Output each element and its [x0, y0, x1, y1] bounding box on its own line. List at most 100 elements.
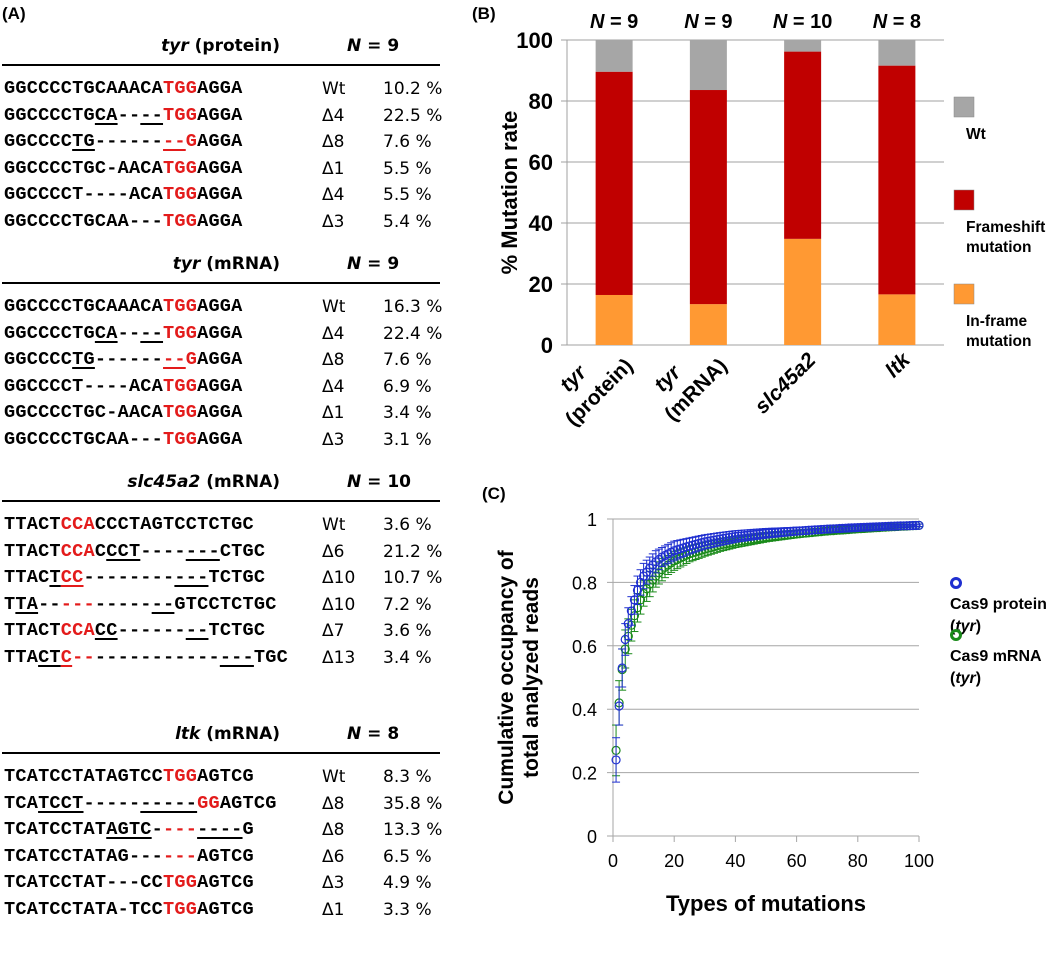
sequence-segment: AGTCG — [197, 766, 254, 787]
mutation-type: Δ1 — [322, 899, 345, 920]
mutation-type: Δ8 — [322, 793, 345, 814]
sequence-segment: TTACT — [4, 540, 61, 562]
x-tick-label: 100 — [904, 851, 934, 871]
pam-segment: TGG — [163, 296, 198, 317]
bar-segment-in-frame-mutation — [689, 304, 727, 345]
pam-segment: TGG — [163, 898, 198, 920]
pam-segment: C — [60, 646, 73, 668]
sequence-segment: AGGA — [197, 210, 243, 232]
microhomology-segment: CA — [94, 322, 118, 344]
data-point — [831, 524, 841, 534]
pam-segment: TGG — [163, 157, 198, 179]
read-percentage: 35.8 % — [383, 793, 443, 814]
sequence-segment: GGCCCCTG — [4, 104, 95, 126]
y-tick-label: 60 — [529, 150, 553, 175]
legend-swatch — [953, 189, 975, 211]
alignment-row: GGCCCCTGC-AACATGGAGGA Δ1 5.5 % — [0, 156, 450, 183]
legend-marker — [950, 577, 962, 589]
sequence-segment: GGCCCCTGC-AACA — [4, 157, 164, 179]
y-axis-label: total analyzed reads — [520, 577, 543, 778]
bar-segment-wt — [689, 40, 727, 91]
data-point — [889, 521, 900, 531]
data-point — [819, 524, 829, 534]
microhomology-segment: --- — [185, 540, 220, 562]
sequence-segment: TCATCCTAT---CC — [4, 872, 164, 894]
sample-size-label: N = 8 — [873, 11, 921, 33]
gene-delivery-type: (protein) — [188, 36, 280, 56]
data-point — [871, 522, 881, 532]
alignment-row: GGCCCCTGCAA---TGGAGGA Δ3 5.4 % — [0, 209, 450, 236]
sequence-segment: TCTGC — [208, 567, 266, 589]
bar-segment-in-frame-mutation — [878, 294, 916, 345]
read-percentage: 5.5 % — [383, 158, 432, 179]
bar-segment-frameshift-mutation — [689, 90, 727, 305]
microhomology-segment: CT — [38, 646, 61, 668]
dna-sequence: TTA------------GTCCTCTGC — [4, 592, 277, 618]
bar-segment-wt — [878, 40, 916, 66]
sequence-segment: AGGA — [197, 375, 243, 397]
microhomology-segment: CC — [94, 620, 118, 642]
y-axis-label: % Mutation rate — [497, 111, 522, 275]
sequence-segment: GGCCCC — [4, 131, 73, 153]
mutation-type: Δ3 — [322, 429, 345, 450]
read-percentage: 7.2 % — [383, 594, 432, 615]
data-point — [874, 522, 884, 532]
data-point — [880, 521, 890, 532]
sequence-segment: ----- — [83, 792, 141, 814]
mutation-type: Δ10 — [322, 594, 356, 615]
dna-sequence: GGCCCCTGCAAACATGGAGGA — [4, 294, 243, 320]
alignment-row: TCATCCTAT---CCTGGAGTCG Δ3 4.9 % — [0, 870, 450, 897]
block-header: tyr (mRNA) N = 9 — [2, 248, 440, 284]
legend-label: Wt — [966, 126, 986, 143]
pam-segment: --- — [163, 819, 198, 841]
sequence-segment: ----------- — [94, 646, 220, 668]
y-tick-label: 0 — [587, 827, 597, 847]
sequence-segment: ---- — [140, 540, 186, 562]
x-tick-label: 20 — [664, 851, 684, 871]
pam-segment: GG — [197, 792, 220, 814]
alignment-block-slc45a2-mRNA: slc45a2 (mRNA) N = 10 TTACTCCACCCTAGTCCTCT… — [0, 466, 450, 672]
sequence-segment: GGCCCCTGC-AACA — [4, 402, 164, 424]
data-point — [651, 557, 661, 567]
gene-name: slc45a2 — [127, 472, 201, 492]
pam-segment: G — [185, 131, 198, 153]
sample-size-label: N = 9 — [590, 11, 638, 33]
legend-label: mutation — [966, 333, 1031, 350]
data-point — [752, 529, 762, 539]
read-percentage: 16.3 % — [383, 297, 443, 317]
data-point — [755, 529, 765, 539]
pam-segment: TGG — [163, 872, 198, 894]
alignment-row: TTACTCC-----------TCTGC Δ10 10.7 % — [0, 565, 450, 592]
data-point — [892, 521, 903, 531]
bar-segment-wt — [784, 40, 822, 52]
sample-size: N = 8 — [347, 724, 400, 744]
read-percentage: 10.2 % — [383, 79, 443, 99]
gene-delivery-type: (mRNA) — [200, 472, 280, 492]
y-tick-label: 0.8 — [572, 573, 597, 593]
x-tick-label: 40 — [725, 851, 745, 871]
data-point — [727, 532, 737, 542]
dna-sequence: GGCCCCTG--------GAGGA — [4, 347, 243, 373]
data-point — [733, 531, 744, 541]
dna-sequence: GGCCCCT----ACATGGAGGA — [4, 374, 243, 400]
sequence-segment: TCTGC — [208, 620, 266, 642]
microhomology-segment: -- — [140, 322, 164, 344]
data-point — [902, 521, 912, 531]
pam-segment: TGG — [163, 322, 198, 344]
sample-size: N = 9 — [347, 254, 400, 274]
sequence-segment: TGC — [253, 646, 288, 668]
data-point — [648, 560, 658, 570]
sequence-segment: GTCCTCTGC — [174, 593, 277, 615]
alignment-row: TCATCCT----------GGAGTCG Δ8 35.8 % — [0, 791, 450, 818]
sequence-segment: AGGA — [197, 322, 243, 344]
x-tick-label: 0 — [608, 851, 618, 871]
block-header: slc45a2 (mRNA) N = 10 — [2, 466, 440, 502]
data-point — [856, 522, 866, 533]
microhomology-segment: -- — [140, 104, 164, 126]
microhomology-segment: -- — [185, 620, 209, 642]
y-tick-label: 80 — [529, 89, 553, 114]
data-point — [715, 534, 725, 544]
alignment-row: GGCCCCTGCAAACATGGAGGA Wt 10.2 % — [0, 76, 450, 103]
sequence-segment: G — [242, 819, 254, 841]
dna-sequence: TTACTCCACCCT-------CTGC — [4, 539, 265, 565]
